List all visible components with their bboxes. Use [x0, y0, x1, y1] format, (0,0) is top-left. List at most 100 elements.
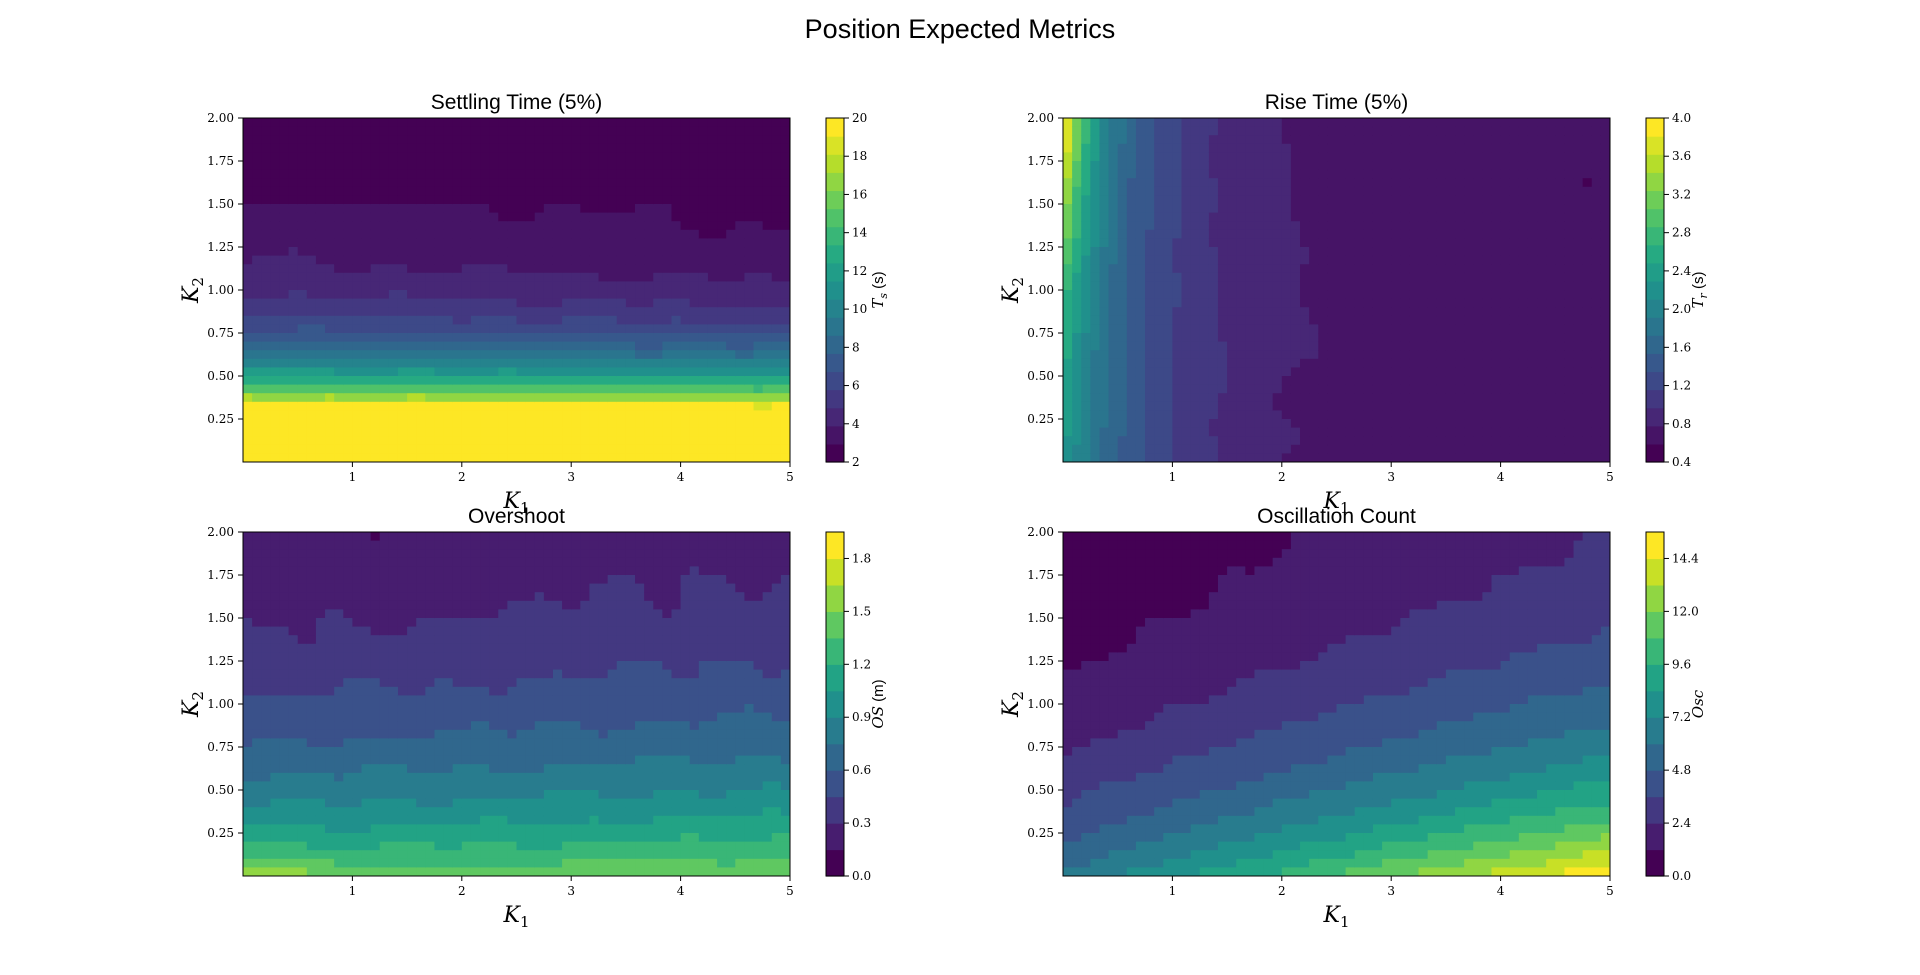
heatmap-cell [315, 376, 326, 386]
heatmap-cell [1372, 272, 1383, 282]
heatmap-cell [1145, 333, 1155, 343]
heatmap-cell [598, 255, 609, 265]
heatmap-cell [1427, 264, 1438, 274]
heatmap-cell [1400, 384, 1411, 394]
heatmap-cell [1090, 367, 1101, 377]
heatmap-cell [361, 143, 372, 153]
heatmap-cell [270, 169, 281, 179]
heatmap-cell [780, 204, 790, 214]
heatmap-cell [416, 436, 426, 446]
heatmap-cell [1555, 204, 1566, 214]
heatmap-cell [580, 152, 591, 162]
heatmap-cell [717, 247, 727, 257]
heatmap-cell [1573, 247, 1584, 257]
heatmap-cell [1108, 401, 1119, 411]
heatmap-cell [1117, 410, 1128, 420]
heatmap-cell [1217, 143, 1228, 153]
heatmap-cell [680, 186, 691, 196]
heatmap-cell [1527, 393, 1538, 403]
heatmap-cell [243, 358, 253, 368]
heatmap-cell [461, 204, 472, 214]
heatmap-cell [1300, 204, 1310, 214]
heatmap-cell [753, 255, 764, 265]
heatmap-cell [1172, 221, 1183, 231]
heatmap-cell [1363, 427, 1374, 437]
heatmap-cell [1236, 255, 1246, 265]
heatmap-cell [1400, 204, 1411, 214]
heatmap-cell [1336, 401, 1347, 411]
heatmap-cell [644, 419, 654, 429]
heatmap-cell [434, 143, 445, 153]
heatmap-cell [361, 247, 372, 257]
heatmap-cell [1236, 272, 1246, 282]
heatmap-cell [407, 229, 417, 239]
heatmap-cell [689, 444, 700, 454]
heatmap-cell [1555, 255, 1566, 265]
heatmap-cell [771, 126, 782, 136]
heatmap-cell [243, 678, 253, 688]
heatmap-cell [1336, 186, 1347, 196]
heatmap-cell [1208, 419, 1219, 429]
heatmap-cell [1099, 221, 1110, 231]
heatmap-cell [1108, 384, 1119, 394]
heatmap-cell [1318, 221, 1328, 231]
heatmap-cell [270, 221, 281, 231]
heatmap-cell [534, 315, 545, 325]
heatmap-cell [516, 178, 527, 188]
heatmap-cell [1436, 341, 1447, 351]
heatmap-cell [552, 453, 563, 462]
heatmap-cell [771, 247, 782, 257]
heatmap-cell [1263, 393, 1274, 403]
heatmap-cell [1099, 169, 1110, 179]
heatmap-cell [543, 204, 554, 214]
heatmap-cell [1199, 376, 1210, 386]
heatmap-cell [1117, 333, 1128, 343]
heatmap-cell [1336, 178, 1347, 188]
heatmap-cell [1382, 341, 1392, 351]
heatmap-cell [1154, 238, 1164, 248]
heatmap-cell [1145, 143, 1155, 153]
heatmap-cell [498, 195, 508, 205]
heatmap-cell [1172, 401, 1183, 411]
heatmap-cell [370, 401, 381, 411]
heatmap-cell [261, 350, 271, 360]
heatmap-cell [1281, 169, 1292, 179]
heatmap-cell [1081, 333, 1091, 343]
heatmap-cell [1145, 290, 1155, 300]
heatmap-cell [671, 419, 682, 429]
heatmap-cell [1281, 281, 1292, 291]
heatmap-cell [525, 229, 536, 239]
heatmap-cell [361, 350, 372, 360]
heatmap-cell [1090, 393, 1101, 403]
heatmap-cell [589, 255, 600, 265]
heatmap-cell [1582, 367, 1593, 377]
heatmap-cell [552, 169, 563, 179]
heatmap-cell [1509, 229, 1520, 239]
heatmap-cell [1145, 212, 1155, 222]
heatmap-cell [1600, 126, 1610, 136]
heatmap-cell [1154, 186, 1164, 196]
heatmap-cell [1099, 152, 1110, 162]
heatmap-cell [1546, 324, 1556, 334]
heatmap-cell [1327, 212, 1338, 222]
heatmap-cell [1300, 143, 1310, 153]
heatmap-cell [1208, 152, 1219, 162]
heatmap-cell [1163, 315, 1173, 325]
heatmap-cell [1063, 143, 1073, 153]
heatmap-cell [1309, 401, 1319, 411]
heatmap-cell [1546, 281, 1556, 291]
heatmap-cell [1063, 419, 1073, 429]
heatmap-cell [598, 238, 609, 248]
heatmap-cell [1537, 169, 1547, 179]
heatmap-cell [379, 143, 390, 153]
heatmap-cell [288, 229, 299, 239]
heatmap-cell [1263, 427, 1274, 437]
heatmap-cell [1117, 358, 1128, 368]
heatmap-cell [461, 358, 472, 368]
heatmap-cell [1199, 126, 1210, 136]
heatmap-cell [1354, 307, 1365, 317]
heatmap-cell [1309, 247, 1319, 257]
heatmap-cell [1117, 255, 1128, 265]
heatmap-cell [598, 358, 609, 368]
heatmap-cell [1436, 143, 1447, 153]
